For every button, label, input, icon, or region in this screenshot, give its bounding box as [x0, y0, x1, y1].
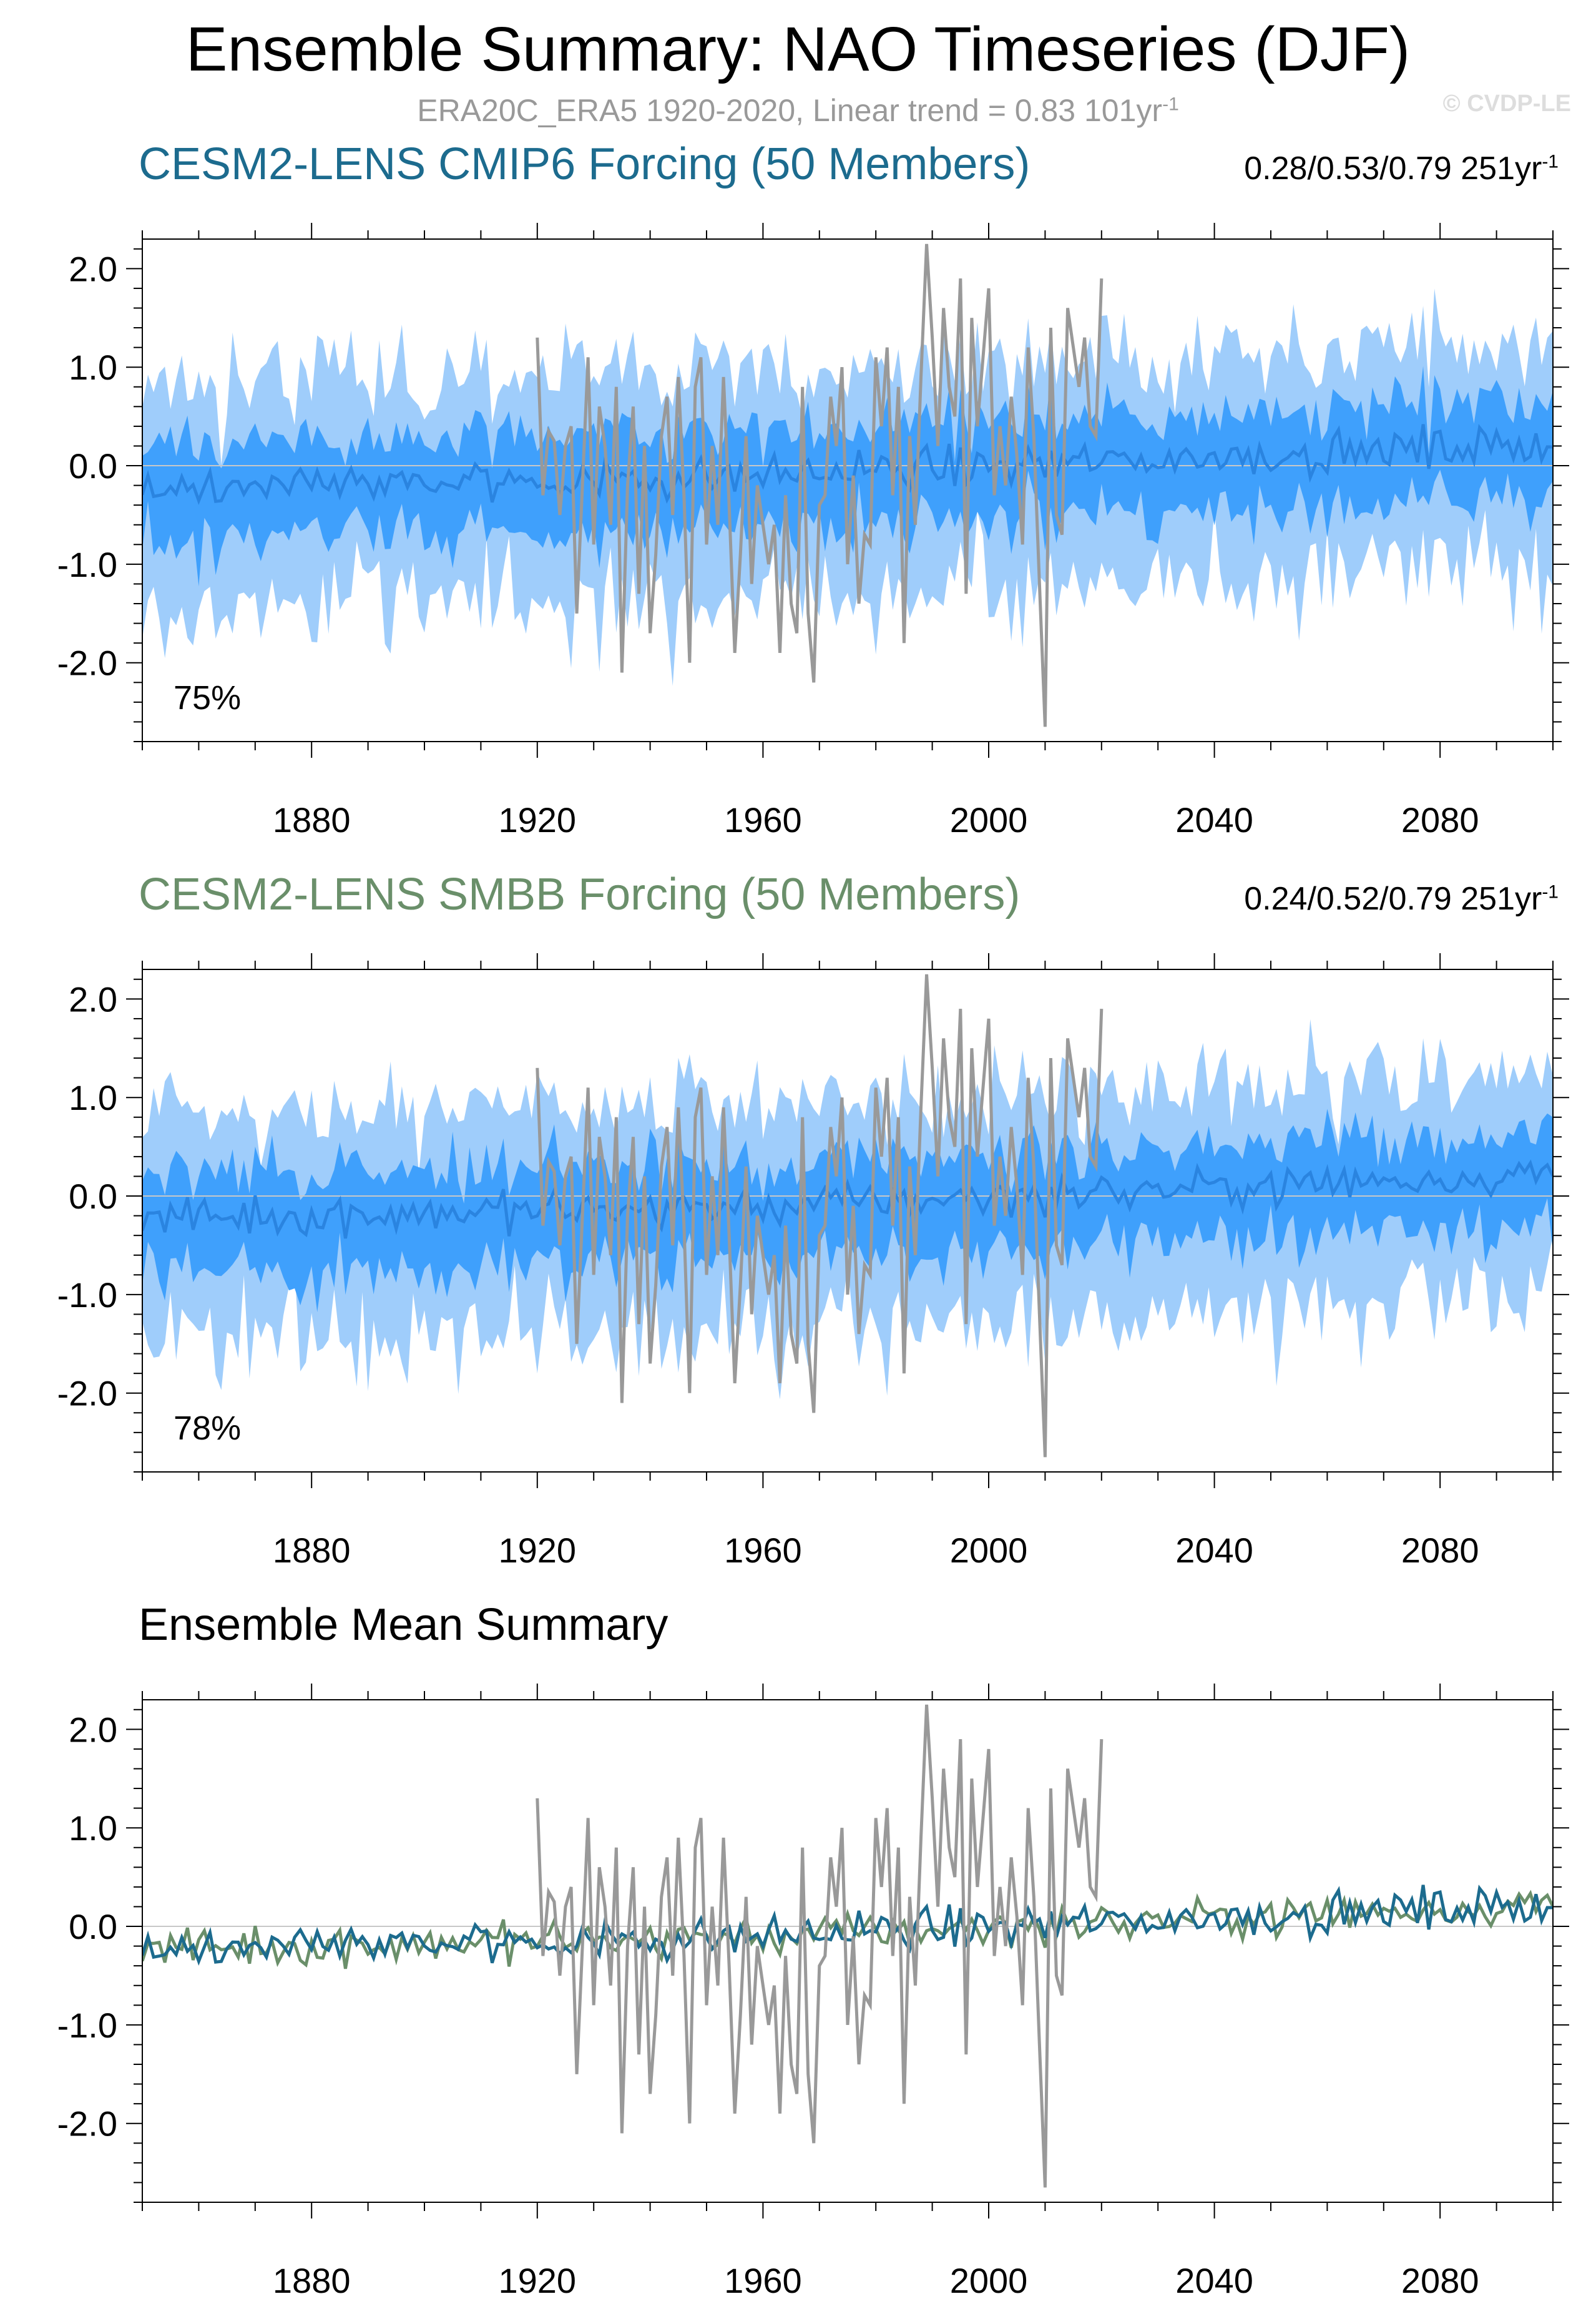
- panel-1-xtick-label: 2040: [1175, 800, 1253, 840]
- panel-3-ytick-label: -2.0: [57, 2104, 118, 2144]
- watermark: © CVDP-LE: [1442, 91, 1571, 117]
- panel-1-percent: 75%: [174, 679, 241, 717]
- panel-2-ytick-label: 1.0: [69, 1078, 117, 1117]
- obs-subtitle-sup: -1: [1162, 94, 1179, 115]
- panel-2-xtick-label: 2040: [1175, 1531, 1253, 1570]
- panel-1-xtick-label: 2000: [950, 800, 1028, 840]
- panel-3-frame: [142, 1699, 1554, 2203]
- panel-1-xtick-label: 1880: [273, 800, 351, 840]
- panel-1-stats: 0.28/0.53/0.79 251yr-1: [1244, 150, 1559, 187]
- obs-subtitle: ERA20C_ERA5 1920-2020, Linear trend = 0.…: [0, 92, 1596, 129]
- panel-3-ytick-label: 1.0: [69, 1808, 117, 1848]
- panel-1-stats-text: 0.28/0.53/0.79 251yr: [1244, 150, 1542, 187]
- panel-2-xtick-label: 2000: [950, 1531, 1028, 1570]
- panel-1-frame: [142, 238, 1554, 742]
- panel-1-xtick-label: 1920: [499, 800, 577, 840]
- panel-2-ytick-label: -1.0: [57, 1275, 118, 1315]
- panel-2-ytick-label: 2.0: [69, 979, 117, 1019]
- panel-1-obs-line: [536, 243, 1104, 727]
- panel-2-plot-area: [142, 974, 1553, 1458]
- panel-3-ytick-label: 2.0: [69, 1710, 117, 1749]
- panel-3-cmip6-mean-line: [142, 1885, 1553, 1966]
- panel-2-xtick-label: 1880: [273, 1531, 351, 1570]
- panel-1-ytick-label: 1.0: [69, 348, 117, 387]
- panel-3-obs-line: [536, 1704, 1104, 2188]
- panel-1-ytick-label: 0.0: [69, 446, 117, 486]
- panel-2-ensemble-mean-line: [142, 1159, 1553, 1239]
- panel-2-stats-sup: -1: [1542, 881, 1559, 903]
- panel-3-xtick-label: 1960: [724, 2261, 802, 2300]
- panel-3-plot: 2.0 1.0 0.0 -1.0 -2.0 1880 1920 1960 2000 2040 208…: [57, 1684, 1569, 2300]
- panel-2-ytick-label: 0.0: [69, 1177, 117, 1216]
- panel-1-xtick-label: 1960: [724, 800, 802, 840]
- panel-1-title: CESM2-LENS CMIP6 Forcing (50 Members): [139, 139, 1031, 189]
- panel-1-plot: 2.0 1.0 0.0 -1.0 -2.0 1880 1920 1960 2000 2040 208…: [57, 223, 1569, 840]
- panel-2-xtick-label: 1920: [499, 1531, 577, 1570]
- panel-2-xtick-label: 2080: [1401, 1531, 1479, 1570]
- panel-2-title: CESM2-LENS SMBB Forcing (50 Members): [139, 870, 1021, 919]
- panel-1-inner-band: [142, 366, 1553, 587]
- panel-3-xtick-label: 2080: [1401, 2261, 1479, 2300]
- panel-1-plot-area: [142, 243, 1553, 727]
- panel-1-ytick-label: 2.0: [69, 249, 117, 288]
- panel-2-ytick-label: -2.0: [57, 1374, 118, 1413]
- panel-2-plot: 2.0 1.0 0.0 -1.0 -2.0 1880 1920 1960 2000 2040 208…: [57, 953, 1569, 1570]
- obs-subtitle-text: ERA20C_ERA5 1920-2020, Linear trend = 0.…: [417, 93, 1163, 128]
- panel-1-ensemble-mean-line: [142, 424, 1553, 506]
- panel-1-stats-sup: -1: [1542, 151, 1559, 172]
- panel-3-xtick-label: 1920: [499, 2261, 577, 2300]
- panel-1-xtick-label: 2080: [1401, 800, 1479, 840]
- panel-3-xtick-label: 1880: [273, 2261, 351, 2300]
- panel-3-title: Ensemble Mean Summary: [139, 1600, 668, 1650]
- page-title: Ensemble Summary: NAO Timeseries (DJF): [185, 14, 1411, 84]
- panel-3-xtick-label: 2000: [950, 2261, 1028, 2300]
- panel-3-ytick-label: -1.0: [57, 2006, 118, 2045]
- panel-3-plot-area: [142, 1704, 1553, 2188]
- panel-2-stats: 0.24/0.52/0.79 251yr-1: [1244, 880, 1559, 918]
- panel-3-xtick-label: 2040: [1175, 2261, 1253, 2300]
- panel-2-inner-band: [142, 1109, 1553, 1313]
- panel-1-ytick-label: -1.0: [57, 545, 118, 584]
- panel-2-frame: [142, 969, 1554, 1473]
- panel-3-ytick-label: 0.0: [69, 1907, 117, 1946]
- panel-2-obs-line: [536, 974, 1104, 1458]
- panel-2-stats-text: 0.24/0.52/0.79 251yr: [1244, 881, 1542, 917]
- panel-2-xtick-label: 1960: [724, 1531, 802, 1570]
- panel-1-ytick-label: -2.0: [57, 644, 118, 683]
- panel-2-percent: 78%: [174, 1409, 241, 1447]
